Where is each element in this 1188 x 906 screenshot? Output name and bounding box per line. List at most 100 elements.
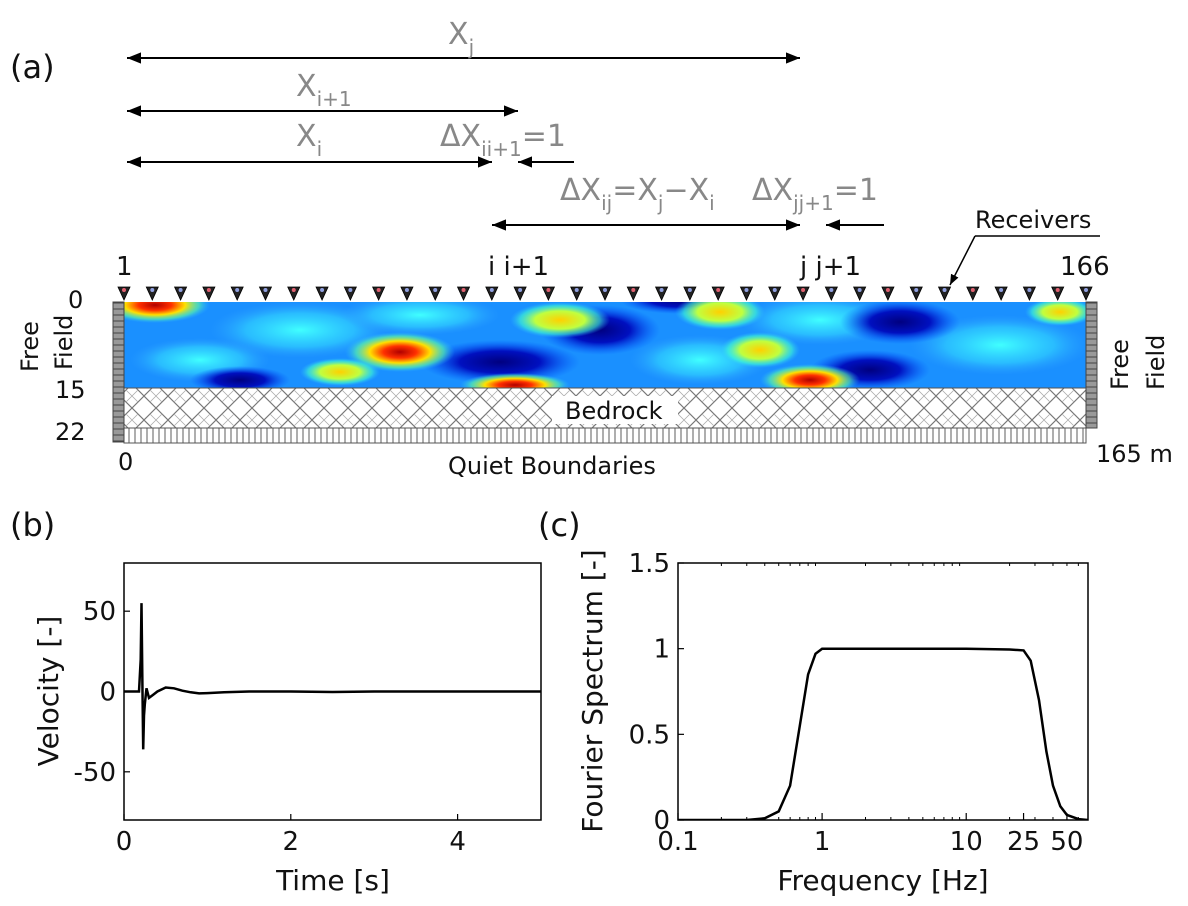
y-tick-label: 1.5: [629, 549, 670, 579]
x-end-label: 165 m: [1096, 440, 1173, 468]
receiver-marker: [1079, 286, 1093, 301]
x-tick-label: 0.1: [657, 827, 698, 857]
receiver-marker: [372, 286, 386, 301]
spectrum-series-line: [678, 647, 1088, 820]
receiver-marker-dot: [1084, 288, 1088, 292]
receiver-marker: [541, 286, 556, 301]
receiver-marker: [315, 286, 329, 301]
y-tick-label: 0: [99, 678, 116, 708]
panel-a-label: (a): [10, 48, 55, 86]
receiver-marker-dot: [744, 288, 749, 292]
y-tick-label: 0.5: [629, 720, 670, 750]
receiver-marker: [230, 286, 244, 301]
label-xj: Xj: [448, 17, 474, 59]
label-dx-jj1: ΔXjj+1=1: [752, 173, 878, 215]
receiver-marker: [570, 286, 584, 301]
receiver-marker: [1051, 286, 1065, 301]
receiver-marker: [711, 286, 725, 301]
receiver-marker-dot: [772, 288, 777, 292]
receiver-marker: [824, 286, 838, 301]
free-field-right-line1: Free: [1106, 339, 1134, 390]
free-field-column-right: [1085, 301, 1098, 429]
receiver-marker: [853, 286, 867, 301]
receiver-marker: [654, 286, 669, 301]
y-tick-label: 1: [653, 635, 670, 665]
receiver-marker-dot: [404, 288, 409, 292]
receivers-label: Receivers: [975, 206, 1091, 234]
receiver-marker-dot: [687, 288, 692, 292]
panel-b-label: (b): [10, 506, 55, 544]
panel-b-xlabel: Time [s]: [275, 864, 390, 897]
receiver-marker: [626, 286, 640, 301]
panel-c-xlabel: Frequency [Hz]: [777, 864, 988, 897]
receiver-marker: [1022, 286, 1037, 301]
panel-c-ticks: 0.1 1 10 25 50 0 0.5 1 1.5: [629, 549, 1089, 857]
receiver-marker-dot: [150, 288, 155, 292]
x-tick-label: 0: [116, 827, 133, 857]
depth-tick-0: 0: [68, 286, 83, 314]
receiver-marker: [909, 286, 923, 301]
receiver-marker: [513, 286, 527, 301]
receiver-marker: [400, 286, 414, 301]
receiver-marker-dot: [461, 288, 466, 292]
receiver-number-j: j j+1: [799, 252, 861, 282]
receiver-marker: [145, 286, 159, 301]
receiver-array: [117, 286, 1093, 301]
receiver-marker-dot: [801, 288, 806, 292]
receiver-marker-dot: [631, 288, 636, 292]
panel-b-ticks: 0 2 4 50 0 -50: [74, 597, 466, 857]
panel-c-ylabel: Fourier Spectrum [-]: [576, 549, 609, 832]
panel-c-axes-frame: [677, 562, 1089, 821]
label-xi: Xi: [296, 119, 322, 161]
panel-a: (a) Xj Xi+1 Xi ΔXii+1=1 ΔXij=Xj−Xi ΔXjj+…: [10, 17, 1173, 480]
label-dx-ij: ΔXij=Xj−Xi: [560, 173, 715, 215]
label-dx-ii1: ΔXii+1=1: [440, 119, 566, 161]
quiet-boundaries-label: Quiet Boundaries: [448, 452, 656, 480]
receiver-marker: [173, 286, 188, 301]
velocity-series-line: [124, 603, 541, 750]
x-tick-label: 10: [950, 827, 983, 857]
receiver-marker-dot: [914, 288, 919, 292]
y-tick-label: 50: [83, 597, 116, 627]
y-tick-label: -50: [74, 758, 116, 788]
receiver-marker: [598, 286, 612, 301]
receiver-marker-dot: [178, 288, 183, 292]
receiver-marker-dot: [122, 288, 126, 292]
receiver-marker-dot: [433, 288, 438, 292]
receiver-marker: [683, 286, 697, 301]
receiver-marker-dot: [942, 288, 947, 292]
receiver-marker-dot: [574, 288, 579, 292]
receiver-marker: [456, 286, 471, 301]
receiver-marker-dot: [376, 288, 381, 292]
depth-tick-15: 15: [55, 376, 86, 404]
x-tick-label: 1: [814, 827, 831, 857]
receiver-marker-dot: [489, 288, 494, 292]
panel-b: (b) 0 2 4 50 0 -50 Velocity [-] Time [s]: [10, 506, 542, 897]
receiver-marker: [796, 286, 810, 301]
x-tick-label: 25: [1007, 827, 1040, 857]
receiver-marker-dot: [320, 288, 325, 292]
receiver-marker: [258, 286, 273, 301]
receiver-marker-dot: [857, 288, 862, 292]
bedrock-label: Bedrock: [565, 397, 663, 425]
receiver-marker-dot: [348, 288, 353, 292]
receiver-marker-dot: [291, 288, 296, 292]
free-field-left-line2: Field: [50, 315, 78, 370]
free-field-left-line1: Free: [16, 321, 44, 372]
x-tick-label: 2: [283, 827, 300, 857]
receiver-marker: [202, 286, 216, 301]
receiver-marker-dot: [999, 288, 1004, 292]
receivers-pointer: [949, 235, 976, 286]
receiver-marker-dot: [1027, 288, 1032, 292]
receiver-marker-dot: [716, 288, 721, 292]
receiver-marker-dot: [518, 288, 523, 292]
depth-tick-22: 22: [55, 418, 86, 446]
receiver-marker: [966, 286, 980, 301]
receiver-marker: [994, 286, 1008, 301]
receiver-marker-dot: [970, 288, 975, 292]
x-tick-label: 4: [449, 827, 466, 857]
receiver-number-i: i i+1: [488, 252, 549, 282]
receiver-marker: [343, 286, 357, 301]
receiver-number-last: 166: [1060, 252, 1110, 282]
